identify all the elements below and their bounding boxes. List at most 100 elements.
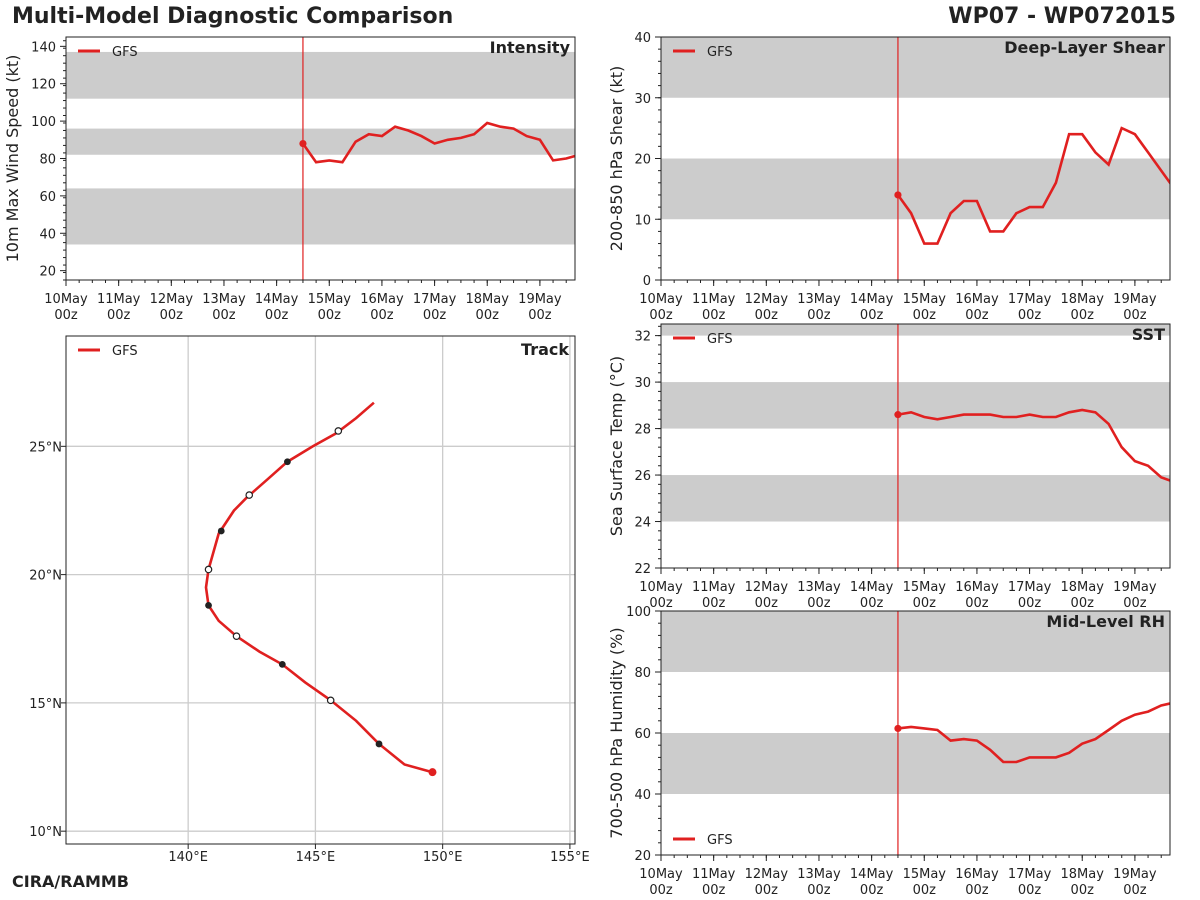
rh-ytick-label: 100 <box>626 605 651 620</box>
shear-ytick-label: 10 <box>634 213 651 228</box>
shear-xtick-label-hour: 00z <box>913 308 937 323</box>
rh-ytick-label: 80 <box>634 666 651 681</box>
rh-xtick-label: 11May <box>692 867 736 882</box>
intensity-xtick-label: 11May <box>97 292 141 307</box>
intensity-legend-label: GFS <box>112 45 138 60</box>
shear-xtick-label-hour: 00z <box>1071 308 1095 323</box>
track-ytick-label: 20°N <box>29 569 62 584</box>
sst-xtick-label-hour: 00z <box>1018 596 1042 611</box>
intensity-xtick-label: 16May <box>360 292 404 307</box>
shear-xtick-label: 19May <box>1113 292 1157 307</box>
rh-series-start-point <box>894 724 902 733</box>
rh-xtick-label-hour: 00z <box>1018 883 1042 898</box>
intensity-xtick-label-hour: 00z <box>370 308 394 323</box>
intensity-xtick-label: 15May <box>308 292 352 307</box>
sst-xtick-label-hour: 00z <box>649 596 673 611</box>
intensity-xtick-label: 18May <box>466 292 510 307</box>
rh-xtick-label: 12May <box>745 867 789 882</box>
sst-xtick-label: 14May <box>850 580 894 595</box>
shear-xtick-label: 14May <box>850 292 894 307</box>
intensity-series-gfs <box>301 121 575 164</box>
sst-ytick-label: 30 <box>634 376 651 391</box>
shear-xtick-label-hour: 00z <box>755 308 779 323</box>
intensity-xtick-label: 13May <box>202 292 246 307</box>
track-marker-filled <box>205 601 212 609</box>
rh-xtick-label: 10May <box>639 867 683 882</box>
rh-xtick-label: 16May <box>955 867 999 882</box>
rh-xtick-label-hour: 00z <box>860 883 884 898</box>
sst-xtick-label-hour: 00z <box>1123 596 1147 611</box>
track-marker-filled <box>217 527 225 535</box>
rh-ytick-label: 20 <box>634 849 651 864</box>
track-ytick-label: 15°N <box>29 697 62 712</box>
rh-xtick-label: 17May <box>1008 867 1052 882</box>
shear-xtick-label: 18May <box>1061 292 1105 307</box>
track-marker-open <box>204 565 213 574</box>
shear-xtick-label: 10May <box>639 292 683 307</box>
intensity-ytick-label: 20 <box>39 265 56 280</box>
sst-xtick-label-hour: 00z <box>965 596 989 611</box>
rh-xtick-label: 19May <box>1113 867 1157 882</box>
intensity-xtick-label-hour: 00z <box>476 308 500 323</box>
track-xtick-label: 150°E <box>423 850 463 865</box>
sst-band <box>661 324 1170 336</box>
sst-xtick-label: 16May <box>955 580 999 595</box>
track-marker-open <box>245 491 254 499</box>
sst-ytick-label: 26 <box>634 469 651 484</box>
rh-ytick-label: 40 <box>634 788 651 803</box>
shear-xtick-label-hour: 00z <box>965 308 989 323</box>
sst-xtick-label: 12May <box>745 580 789 595</box>
track-marker-filled <box>278 661 286 668</box>
sst-ytick-label: 24 <box>634 516 651 531</box>
rh-band <box>661 733 1170 794</box>
sst-xtick-label: 10May <box>639 580 683 595</box>
rh-band <box>661 611 1170 672</box>
sst-xtick-label-hour: 00z <box>807 596 831 611</box>
intensity-xtick-label-hour: 00z <box>265 308 289 323</box>
shear-ytick-label: 20 <box>634 153 651 168</box>
sst-xtick-label: 13May <box>797 580 841 595</box>
intensity-xtick-label-hour: 00z <box>54 308 78 323</box>
sst-ytick-label: 32 <box>634 330 651 345</box>
sst-band <box>661 475 1170 522</box>
shear-title: Deep-Layer Shear <box>1004 38 1165 57</box>
sst-xtick-label-hour: 00z <box>913 596 937 611</box>
rh-xtick-label-hour: 00z <box>1123 883 1147 898</box>
intensity-band <box>66 188 575 245</box>
storm-id: WP07 - WP072015 <box>948 4 1176 29</box>
sst-xtick-label: 11May <box>692 580 736 595</box>
intensity-xtick-label-hour: 00z <box>107 308 131 323</box>
shear-xtick-label: 17May <box>1008 292 1052 307</box>
track-marker-filled <box>375 740 383 748</box>
track-xtick-label: 140°E <box>168 850 208 865</box>
intensity-xtick-label: 17May <box>413 292 457 307</box>
shear-xtick-label: 15May <box>903 292 947 307</box>
intensity-ytick-label: 120 <box>31 78 56 93</box>
track-xtick-label: 155°E <box>550 850 590 865</box>
intensity-band <box>66 51 575 99</box>
shear-xtick-label: 12May <box>745 292 789 307</box>
sst-series-gfs <box>897 408 1170 482</box>
intensity-title: Intensity <box>490 38 571 57</box>
shear-series-gfs <box>896 126 1170 245</box>
rh-xtick-label: 14May <box>850 867 894 882</box>
intensity-series-start-point <box>299 139 307 148</box>
track-legend-label: GFS <box>112 344 138 359</box>
track-ytick-label: 10°N <box>29 825 62 840</box>
sst-xtick-label: 15May <box>903 580 947 595</box>
shear-band <box>661 37 1170 98</box>
intensity-ytick-label: 100 <box>31 115 56 130</box>
shear-xtick-label: 13May <box>797 292 841 307</box>
track-marker-open <box>326 696 335 705</box>
sst-xtick-label: 18May <box>1061 580 1105 595</box>
rh-title: Mid-Level RH <box>1046 612 1165 631</box>
shear-band <box>661 158 1170 220</box>
sst-ytick-label: 22 <box>634 562 651 577</box>
intensity-xtick-label: 14May <box>255 292 299 307</box>
rh-xtick-label-hour: 00z <box>755 883 779 898</box>
rh-xtick-label: 15May <box>903 867 947 882</box>
rh-ytick-label: 60 <box>634 727 651 742</box>
intensity-ytick-label: 140 <box>31 40 56 55</box>
sst-series-start-point <box>894 411 902 419</box>
intensity-ytick-label: 40 <box>39 227 56 242</box>
